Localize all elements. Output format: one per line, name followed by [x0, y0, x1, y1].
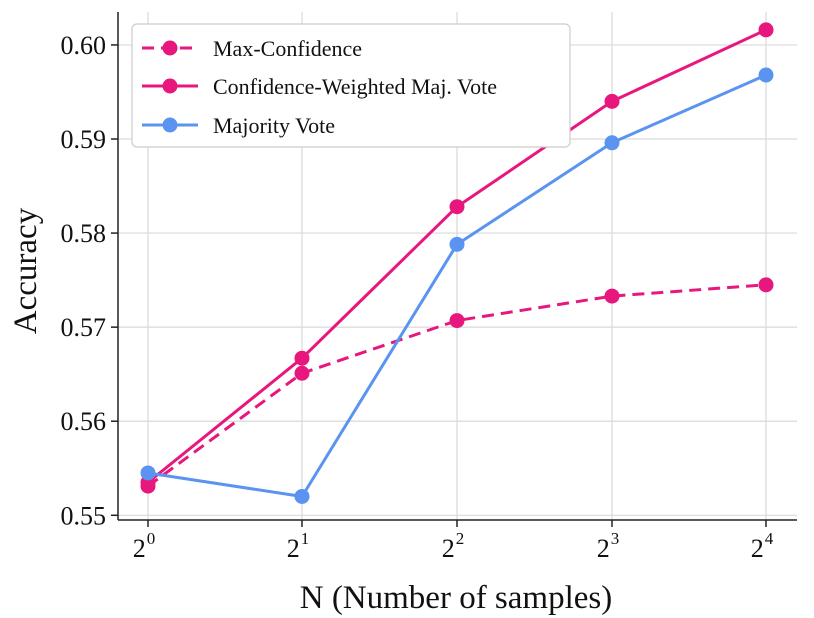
- legend-label: Majority Vote: [213, 113, 335, 138]
- data-point: [604, 288, 620, 304]
- data-point: [604, 135, 620, 151]
- x-tick-label: 24: [751, 529, 774, 563]
- legend-marker: [162, 40, 178, 56]
- data-point: [294, 350, 310, 366]
- x-tick-label: 21: [287, 529, 310, 563]
- data-point: [140, 465, 156, 481]
- data-point: [758, 67, 774, 83]
- y-tick-label: 0.57: [61, 313, 107, 342]
- y-tick-label: 0.59: [61, 125, 107, 154]
- data-point: [604, 93, 620, 109]
- y-tick-label: 0.56: [61, 407, 107, 436]
- series-2: [140, 67, 774, 504]
- legend-frame: [131, 23, 571, 148]
- data-point: [294, 488, 310, 504]
- legend-marker: [162, 117, 178, 133]
- y-tick-label: 0.60: [61, 31, 107, 60]
- legend-marker: [162, 78, 178, 94]
- legend: Max-Confidence Confidence-Weighted Maj. V…: [131, 23, 571, 148]
- x-axis-label: N (Number of samples): [300, 580, 613, 616]
- x-tick-label: 22: [442, 529, 465, 563]
- legend-label: Max-Confidence: [213, 36, 362, 61]
- legend-label: Confidence-Weighted Maj. Vote: [213, 74, 497, 99]
- data-point: [449, 313, 465, 329]
- data-point: [758, 22, 774, 38]
- data-point: [294, 365, 310, 381]
- y-tick-label: 0.58: [61, 219, 107, 248]
- data-point: [449, 199, 465, 215]
- tick-labels: 20 21 22 23 24 0.55 0.56 0.57 0.58 0.59 0.60: [61, 31, 774, 563]
- x-tick-label: 23: [597, 529, 620, 563]
- y-tick-label: 0.55: [61, 501, 107, 530]
- data-point: [758, 277, 774, 293]
- y-axis-label: Accuracy: [8, 207, 44, 334]
- x-tick-label: 20: [133, 529, 156, 563]
- series-layer: [140, 22, 774, 504]
- data-point: [449, 236, 465, 252]
- axes: [111, 12, 797, 527]
